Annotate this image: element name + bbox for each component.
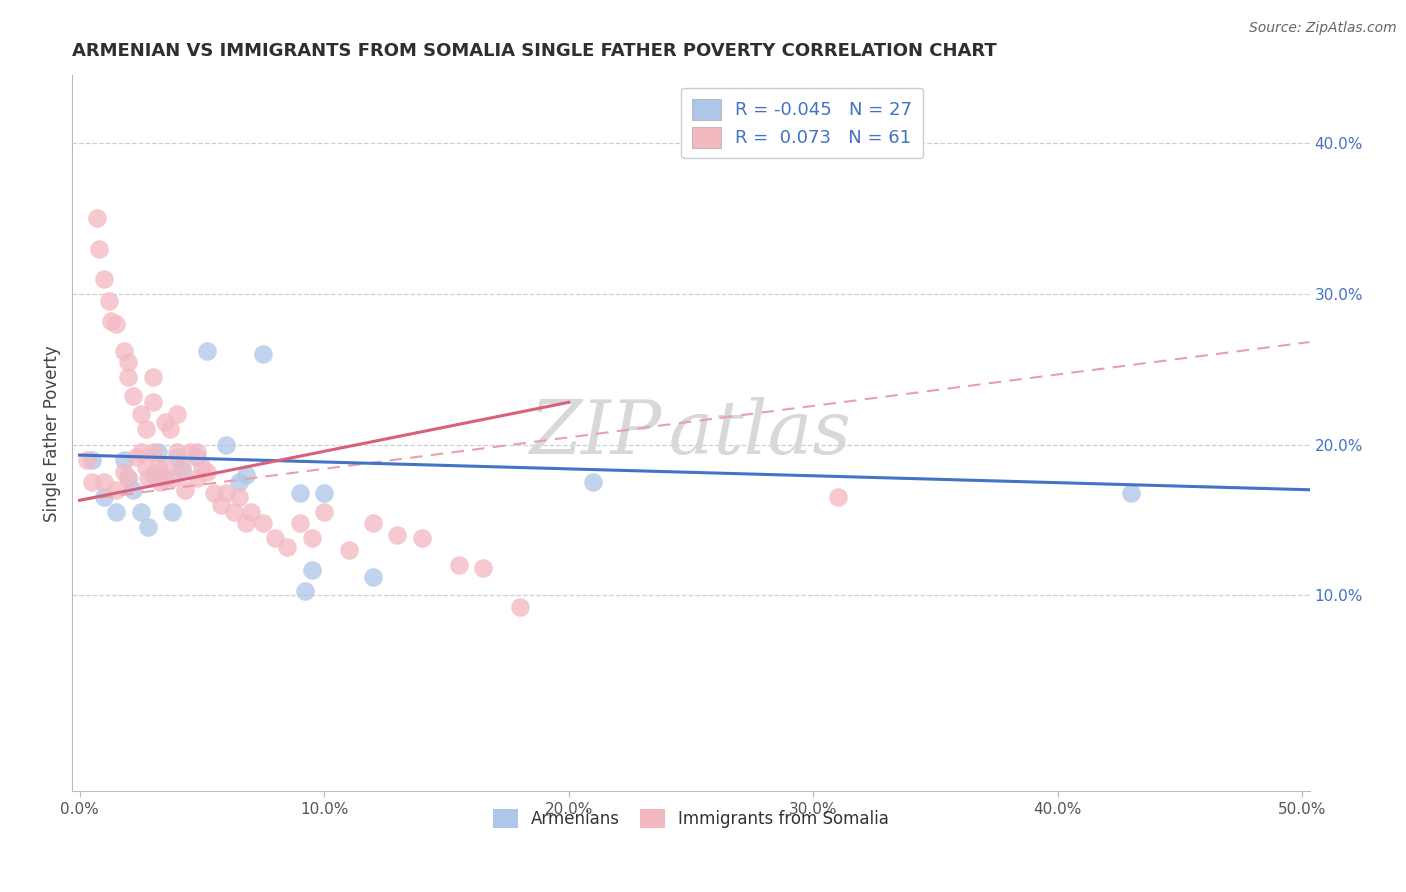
Legend: Armenians, Immigrants from Somalia: Armenians, Immigrants from Somalia [486, 802, 896, 835]
Point [215, 437, 238, 451]
Point [112, 452, 135, 467]
Point [135, 460, 157, 475]
Point [235, 516, 257, 530]
Point [1119, 485, 1142, 500]
Point [239, 505, 262, 519]
Point [252, 347, 274, 361]
Point [186, 471, 208, 485]
Point [76, 452, 98, 467]
Point [162, 471, 184, 485]
Point [191, 460, 214, 475]
Point [252, 516, 274, 530]
Point [228, 491, 250, 505]
Point [228, 475, 250, 490]
Point [129, 505, 152, 519]
Point [162, 505, 184, 519]
Point [136, 520, 159, 534]
Point [288, 516, 311, 530]
Point [97, 294, 120, 309]
Point [301, 563, 323, 577]
Point [146, 460, 169, 475]
Point [117, 471, 139, 485]
Point [314, 505, 336, 519]
Point [136, 471, 159, 485]
Point [122, 483, 145, 497]
Point [235, 467, 257, 482]
Point [195, 344, 218, 359]
Point [361, 570, 384, 584]
Point [195, 465, 218, 479]
Point [361, 516, 384, 530]
Point [93, 491, 115, 505]
Point [105, 317, 128, 331]
Point [276, 540, 298, 554]
Point [827, 491, 849, 505]
Point [215, 485, 238, 500]
Point [117, 471, 139, 485]
Point [129, 408, 152, 422]
Point [186, 445, 208, 459]
Point [288, 485, 311, 500]
Point [105, 483, 128, 497]
Point [209, 498, 232, 512]
Point [142, 467, 165, 482]
Point [159, 422, 181, 436]
Point [93, 271, 115, 285]
Point [294, 583, 316, 598]
Point [166, 445, 188, 459]
Point [582, 475, 605, 490]
Point [146, 445, 169, 459]
Point [89, 242, 111, 256]
Point [86, 211, 108, 226]
Point [142, 395, 165, 409]
Point [153, 471, 176, 485]
Point [125, 450, 148, 464]
Point [105, 505, 128, 519]
Point [153, 415, 176, 429]
Point [179, 445, 201, 459]
Point [142, 445, 165, 459]
Point [264, 531, 287, 545]
Point [509, 600, 531, 615]
Point [166, 408, 188, 422]
Point [186, 450, 208, 464]
Point [93, 475, 115, 490]
Point [447, 558, 470, 573]
Text: ZIP atlas: ZIP atlas [530, 397, 852, 469]
Point [80, 452, 103, 467]
Point [337, 543, 360, 558]
Point [142, 369, 165, 384]
Y-axis label: Single Father Poverty: Single Father Poverty [44, 345, 60, 522]
Point [100, 314, 122, 328]
Point [153, 460, 176, 475]
Point [80, 475, 103, 490]
Point [173, 483, 195, 497]
Point [411, 531, 433, 545]
Point [112, 344, 135, 359]
Point [122, 389, 145, 403]
Point [117, 369, 139, 384]
Point [314, 485, 336, 500]
Point [129, 445, 152, 459]
Point [135, 422, 157, 436]
Point [222, 505, 245, 519]
Point [149, 475, 172, 490]
Point [172, 463, 194, 477]
Point [112, 465, 135, 479]
Point [202, 485, 225, 500]
Point [172, 460, 194, 475]
Point [166, 450, 188, 464]
Point [117, 354, 139, 368]
Text: Source: ZipAtlas.com: Source: ZipAtlas.com [1249, 21, 1396, 35]
Point [301, 531, 323, 545]
Point [387, 528, 409, 542]
Point [472, 561, 495, 575]
Text: ARMENIAN VS IMMIGRANTS FROM SOMALIA SINGLE FATHER POVERTY CORRELATION CHART: ARMENIAN VS IMMIGRANTS FROM SOMALIA SING… [72, 42, 997, 60]
